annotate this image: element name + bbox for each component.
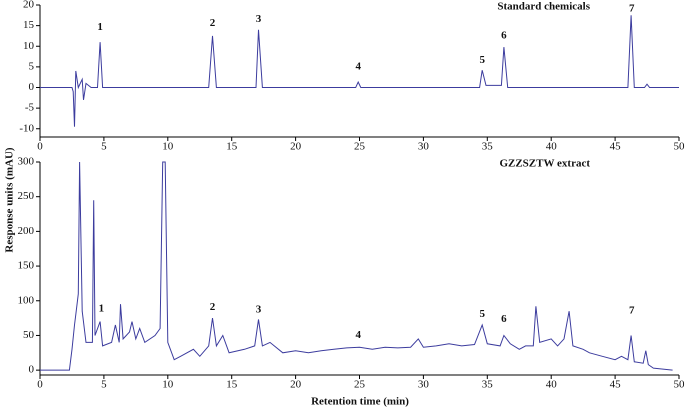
- chromatogram-trace: [40, 161, 673, 371]
- x-tick-label: 45: [610, 379, 622, 391]
- y-tick-label: 20: [23, 0, 35, 11]
- x-tick-label: 45: [610, 141, 622, 153]
- y-tick-label: 300: [18, 156, 35, 168]
- y-tick-label: 200: [18, 225, 35, 237]
- y-tick-label: 150: [18, 260, 35, 272]
- x-tick-label: 15: [226, 141, 238, 153]
- peak-label: 1: [99, 303, 105, 315]
- x-tick-label: 25: [354, 141, 366, 153]
- peak-label: 3: [256, 13, 262, 25]
- x-tick-label: 40: [546, 141, 558, 153]
- x-tick-label: 25: [354, 379, 366, 391]
- peak-label: 4: [355, 329, 361, 341]
- x-tick-label: 50: [674, 141, 685, 153]
- peak-label: 7: [629, 305, 635, 317]
- x-tick-label: 20: [290, 379, 302, 391]
- x-tick-label: 5: [101, 379, 107, 391]
- y-tick-label: 10: [23, 40, 35, 52]
- y-tick-label: -10: [19, 122, 34, 134]
- x-tick-label: 35: [482, 141, 494, 153]
- y-tick-label: 5: [29, 60, 35, 72]
- x-tick-label: 30: [418, 379, 430, 391]
- x-axis-title: Retention time (min): [311, 396, 409, 408]
- y-tick-label: 15: [23, 19, 35, 31]
- peak-label: 2: [210, 17, 216, 29]
- x-tick-label: 40: [546, 379, 558, 391]
- x-tick-label: 35: [482, 379, 494, 391]
- y-tick-label: 100: [18, 294, 35, 306]
- x-tick-label: 30: [418, 141, 430, 153]
- x-tick-label: 50: [674, 379, 685, 391]
- y-tick-label: 0: [29, 81, 35, 93]
- peak-label: 6: [501, 313, 507, 325]
- chromatogram-trace: [40, 15, 679, 127]
- peak-label: 5: [479, 308, 485, 320]
- y-tick-label: 0: [29, 364, 35, 376]
- y-axis-title: Response units (mAU): [4, 147, 16, 252]
- x-tick-label: 0: [37, 379, 43, 391]
- x-tick-label: 20: [290, 141, 302, 153]
- peak-label: 1: [97, 21, 103, 33]
- peak-label: 2: [210, 301, 216, 313]
- x-tick-label: 5: [101, 141, 107, 153]
- peak-label: 3: [256, 303, 262, 315]
- peak-label: 7: [629, 3, 635, 15]
- y-tick-label: 50: [23, 329, 35, 341]
- x-tick-label: 15: [226, 379, 238, 391]
- peak-label: 6: [501, 29, 507, 41]
- peak-label: 5: [479, 54, 485, 66]
- panel-title: Standard chemicals: [497, 1, 590, 13]
- x-tick-label: 10: [162, 379, 174, 391]
- y-tick-label: 250: [18, 190, 35, 202]
- panel-title: GZZSZTW extract: [499, 158, 590, 170]
- x-tick-label: 0: [37, 141, 43, 153]
- x-tick-label: 10: [162, 141, 174, 153]
- peak-label: 4: [355, 60, 361, 72]
- y-tick-label: -5: [25, 102, 35, 114]
